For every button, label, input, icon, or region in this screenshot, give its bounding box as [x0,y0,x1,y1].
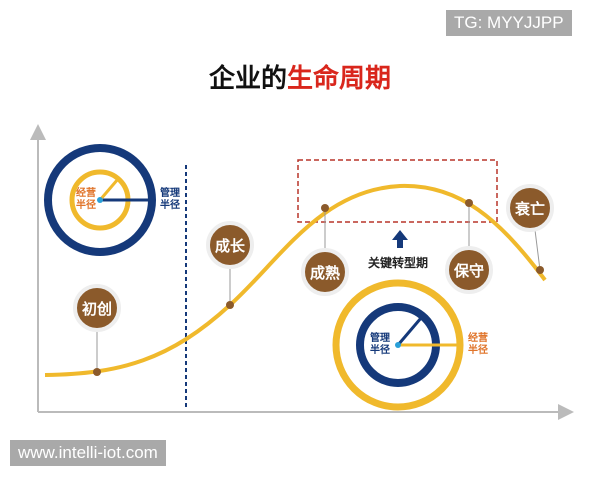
stage-conservative [445,246,493,294]
stage-mature [301,248,349,296]
svg-text:经营半径: 经营半径 [76,186,96,211]
svg-text:衰亡: 衰亡 [514,200,545,218]
lifecycle-curve [44,183,547,377]
svg-text:成熟: 成熟 [310,264,340,282]
watermark-top: TG: MYYJJPP [446,10,572,36]
svg-text:初创: 初创 [82,300,112,318]
right-radius-diagram: 管理半径 经营半径 [332,279,488,411]
svg-text:保守: 保守 [453,262,484,280]
svg-text:管理半径: 管理半径 [370,331,390,356]
stage-growth [206,221,254,269]
left-radius-diagram: 经营半径 管理半径 [44,144,180,256]
arrow-up-icon [392,230,408,248]
svg-text:关键转型期: 关键转型期 [368,255,428,270]
transition-box [297,159,498,223]
stage-decline [506,184,554,232]
svg-text:管理半径: 管理半径 [160,186,180,211]
svg-text:成长: 成长 [215,237,246,255]
page-title: 企业的生命周期 [208,64,392,94]
stage-start [73,284,121,332]
svg-text:经营半径: 经营半径 [468,331,488,356]
watermark-bottom: www.intelli-iot.com [10,440,166,466]
